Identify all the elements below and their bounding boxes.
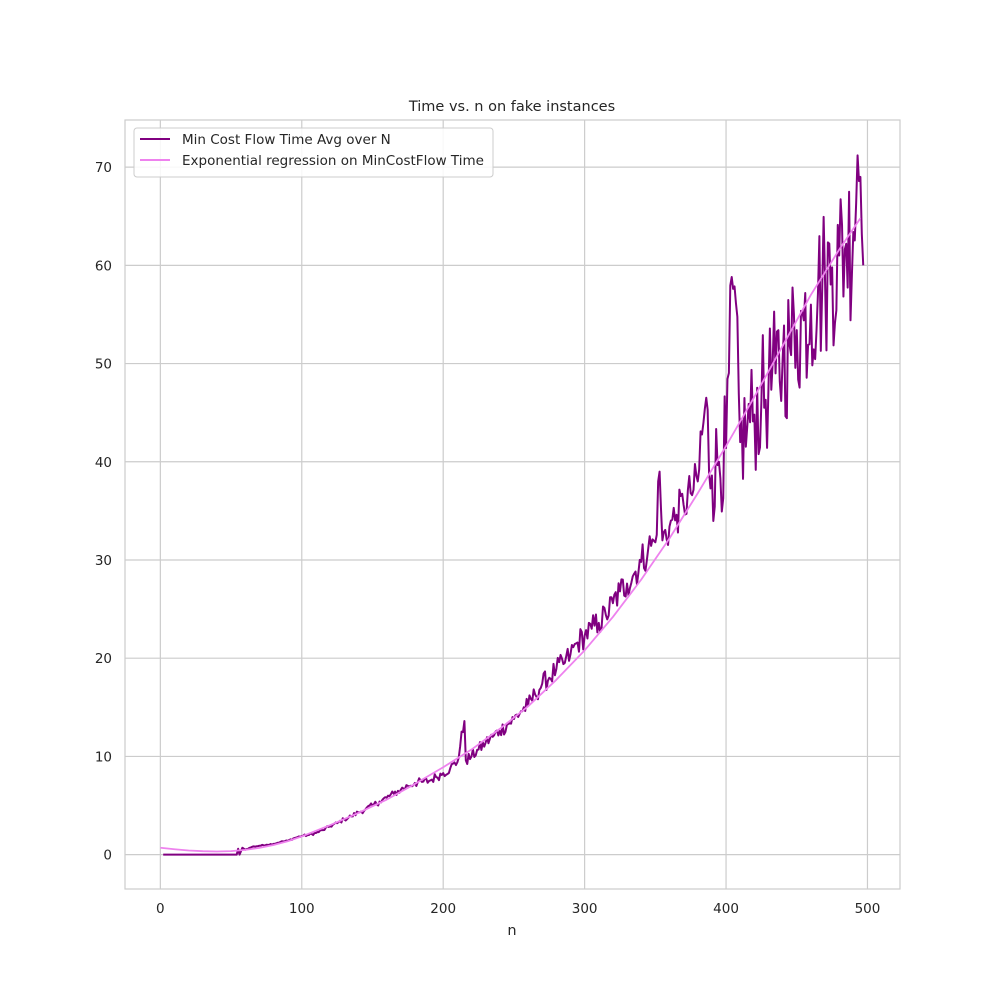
chart-title: Time vs. n on fake instances xyxy=(408,99,615,115)
plot-frame xyxy=(124,119,901,890)
y-tick-label: 70 xyxy=(95,160,112,176)
grid xyxy=(125,120,900,889)
y-tick-label: 20 xyxy=(95,651,112,667)
x-tick-label: 200 xyxy=(430,901,456,917)
y-tick-label: 0 xyxy=(103,848,112,864)
legend-box xyxy=(133,127,494,178)
y-tick-label: 10 xyxy=(95,749,112,765)
legend-label-series-2: Exponential regression on MinCostFlow Ti… xyxy=(182,153,484,169)
series-layer xyxy=(160,154,865,856)
series-line-2 xyxy=(160,217,862,853)
x-tick-label: 500 xyxy=(855,901,881,917)
x-tick-label: 400 xyxy=(713,901,739,917)
x-tick-label: 100 xyxy=(289,901,315,917)
legend-label-series-1: Min Cost Flow Time Avg over N xyxy=(182,132,391,148)
legend: Min Cost Flow Time Avg over N Exponentia… xyxy=(133,127,494,178)
y-tick-label: 60 xyxy=(95,258,112,274)
ticks: 0 100 200 300 400 500 0 10 20 30 40 50 60 70 xyxy=(95,160,881,917)
y-tick-label: 50 xyxy=(95,357,112,373)
y-tick-label: 40 xyxy=(95,455,112,471)
x-tick-label: 0 xyxy=(156,901,165,917)
x-axis-label: n xyxy=(507,923,516,939)
y-tick-label: 30 xyxy=(95,553,112,569)
x-tick-label: 300 xyxy=(572,901,598,917)
